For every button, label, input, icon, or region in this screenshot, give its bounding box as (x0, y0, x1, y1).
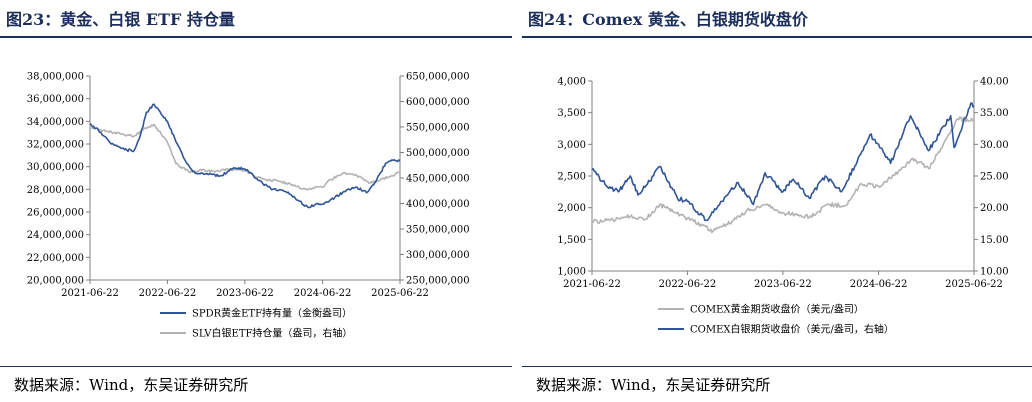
x-tick-label: 2023-06-22 (754, 279, 812, 290)
y-left-tick-label: 2,000 (557, 203, 586, 214)
x-tick-label: 2025-06-22 (945, 279, 1003, 290)
y-left-tick-label: 24,000,000 (27, 230, 84, 241)
series-line-0 (89, 103, 401, 209)
figure-24-panel: 图24：Comex 黄金、白银期货收盘价 1,000 1,500 2,000 2,50… (522, 0, 1032, 402)
y-right-tick-label: 550,000,000 (406, 123, 470, 134)
comex-futures-chart: 1,000 1,500 2,000 2,500 3,000 3,500 4,000 10.00… (557, 77, 1009, 336)
x-tick-label: 2024-06-22 (294, 288, 352, 299)
y-left-tick-label: 32,000,000 (27, 140, 84, 151)
figure-23-panel: 图23：黄金、白银 ETF 持仓量 20,000,000 22,000,000 24… (0, 0, 512, 402)
x-tick-label: 2021-06-22 (61, 288, 119, 299)
series-line-0 (591, 116, 975, 234)
y-left-tick-label: 4,000 (557, 77, 586, 88)
legend-label: COMEX黄金期货收盘价（美元/盎司） (690, 303, 864, 316)
y-right-tick-label: 250,000,000 (406, 276, 470, 287)
y-right-tick-label: 400,000,000 (406, 199, 470, 210)
y-right-tick-label: 15.00 (980, 235, 1009, 246)
legend-label: COMEX白银期货收盘价（美元/盎司，右轴） (690, 323, 894, 336)
y-left-tick-label: 1,000 (557, 267, 586, 278)
bottom-divider (0, 366, 512, 367)
series-line-1 (591, 102, 975, 222)
y-left-tick-label: 22,000,000 (27, 253, 84, 264)
y-right-tick-label: 40.00 (980, 77, 1009, 88)
y-left-tick-label: 3,500 (557, 108, 586, 119)
figure-title: 图24：Comex 黄金、白银期货收盘价 (528, 10, 808, 29)
figure-title: 图23：黄金、白银 ETF 持仓量 (6, 10, 235, 29)
x-tick-label: 2022-06-22 (659, 279, 717, 290)
y-right-tick-label: 300,000,000 (406, 250, 470, 261)
y-right-tick-label: 600,000,000 (406, 97, 470, 108)
y-left-tick-label: 38,000,000 (27, 72, 84, 83)
etf-holdings-chart: 20,000,000 22,000,000 24,000,000 26,000,000… (27, 72, 470, 340)
y-right-tick-label: 25.00 (980, 172, 1009, 183)
y-right-tick-label: 10.00 (980, 267, 1009, 278)
source-note: 数据来源：Wind，东吴证券研究所 (536, 376, 771, 394)
y-left-tick-label: 3,000 (557, 140, 586, 151)
series-line-1 (89, 123, 401, 191)
x-tick-label: 2022-06-22 (139, 288, 197, 299)
y-left-tick-label: 2,500 (557, 172, 586, 183)
title-divider (0, 36, 512, 38)
x-tick-label: 2024-06-22 (850, 279, 908, 290)
y-right-tick-label: 20.00 (980, 203, 1009, 214)
y-right-tick-label: 450,000,000 (406, 174, 470, 185)
y-right-tick-label: 500,000,000 (406, 148, 470, 159)
y-left-tick-label: 34,000,000 (27, 117, 84, 128)
x-tick-label: 2025-06-22 (371, 288, 429, 299)
y-left-tick-label: 36,000,000 (27, 94, 84, 105)
y-left-tick-label: 26,000,000 (27, 208, 84, 219)
legend-label: SPDR黄金ETF持有量（金衡盎司） (192, 307, 352, 320)
bottom-divider (522, 366, 1032, 367)
y-left-tick-label: 28,000,000 (27, 185, 84, 196)
y-left-tick-label: 20,000,000 (27, 276, 84, 287)
x-tick-label: 2023-06-22 (216, 288, 274, 299)
y-right-tick-label: 650,000,000 (406, 72, 470, 83)
source-note: 数据来源：Wind，东吴证券研究所 (14, 376, 249, 394)
title-divider (522, 36, 1032, 38)
x-tick-label: 2021-06-22 (563, 279, 621, 290)
legend-label: SLV白银ETF持仓量（盎司，右轴） (192, 327, 352, 340)
y-right-tick-label: 30.00 (980, 140, 1009, 151)
y-right-tick-label: 350,000,000 (406, 225, 470, 236)
y-left-tick-label: 1,500 (557, 235, 586, 246)
y-left-tick-label: 30,000,000 (27, 162, 84, 173)
y-right-tick-label: 35.00 (980, 108, 1009, 119)
